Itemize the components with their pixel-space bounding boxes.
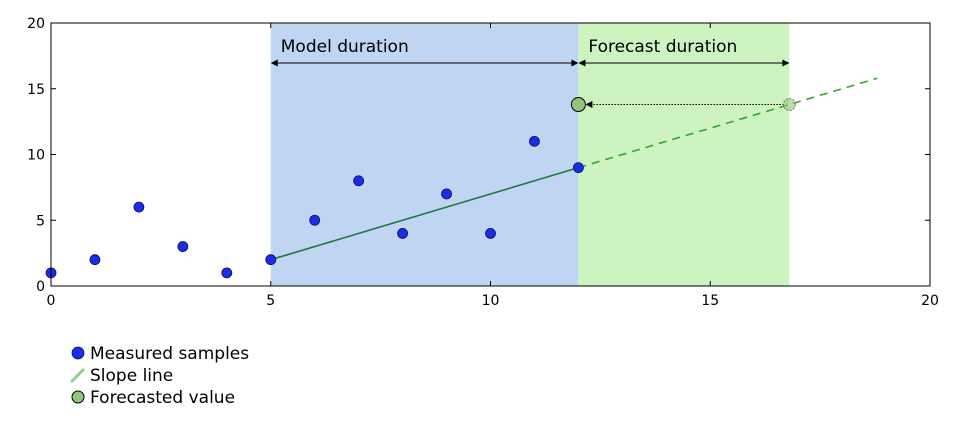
arrowhead-left-icon <box>578 59 586 67</box>
x-tick-label: 10 <box>482 293 500 309</box>
measured-sample-point <box>353 175 365 187</box>
measured-sample-point <box>133 201 145 213</box>
forecasted-value-point <box>570 97 586 113</box>
model-duration-band <box>270 23 579 286</box>
measured-sample-point <box>89 254 101 266</box>
region-labels: Model duration Forecast duration <box>270 37 790 67</box>
legend-slope-label: Slope line <box>90 366 173 386</box>
x-tick-label: 15 <box>701 293 719 309</box>
y-tick-label: 10 <box>27 148 45 164</box>
forecast-projection-arrowhead-icon <box>585 101 593 109</box>
measured-sample-point <box>529 135 540 147</box>
arrowhead-left-icon <box>270 59 278 67</box>
legend-samples-label: Measured samples <box>90 344 249 364</box>
measured-sample-point <box>441 188 452 200</box>
measured-sample-point <box>485 227 496 239</box>
x-tick-label: 0 <box>47 293 56 309</box>
measured-sample-point <box>397 227 409 239</box>
x-tick-label: 20 <box>921 293 939 309</box>
arrowhead-right-icon <box>782 59 790 67</box>
measured-sample-point <box>221 267 233 279</box>
measured-sample-point <box>265 254 277 266</box>
legend-slope-marker <box>69 367 86 384</box>
measured-sample-point <box>309 214 321 226</box>
forecast-source-point <box>782 98 796 112</box>
region-bands <box>270 23 790 286</box>
legend-forecast-label: Forecasted value <box>90 388 235 408</box>
measured-sample-point <box>177 241 189 252</box>
legend-samples-marker <box>71 346 85 360</box>
forecast-duration-label: Forecast duration <box>588 37 737 57</box>
y-tick-label: 0 <box>36 279 45 295</box>
arrowhead-right-icon <box>571 59 579 67</box>
series-lines <box>270 77 878 261</box>
model-duration-label: Model duration <box>281 37 409 57</box>
forecast-duration-band <box>578 23 790 286</box>
y-tick-label: 20 <box>27 16 45 32</box>
y-tick-label: 15 <box>27 82 45 98</box>
axes: 0 5 10 15 20 0 5 10 15 20 <box>27 16 939 309</box>
y-tick-label: 5 <box>36 213 45 229</box>
x-tick-label: 5 <box>266 293 275 309</box>
slope-line-solid <box>270 166 579 261</box>
measured-sample-point <box>573 162 584 174</box>
slope-line-dashed <box>578 77 878 169</box>
legend-forecast-marker <box>71 390 85 404</box>
